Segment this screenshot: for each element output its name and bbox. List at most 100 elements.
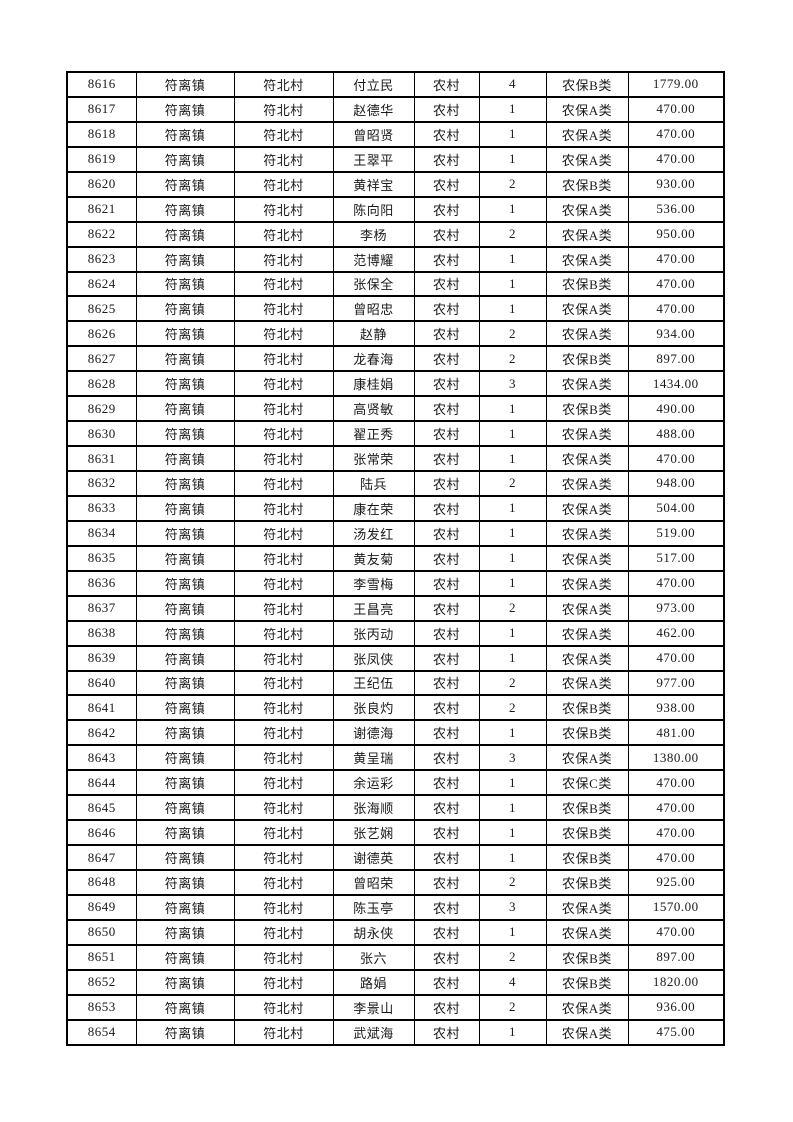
table-row: 8626 符离镇 符北村 赵静 农村 2 农保A类 934.00 — [66, 320, 725, 348]
cell-person-count: 1 — [478, 120, 547, 148]
cell-insurance-category: 农保A类 — [545, 370, 629, 398]
cell-insurance-category: 农保C类 — [545, 769, 629, 797]
cell-town: 符离镇 — [135, 445, 235, 472]
cell-serial-no: 8624 — [66, 270, 137, 298]
cell-serial-no: 8646 — [66, 819, 137, 847]
cell-person-count: 1 — [478, 270, 547, 298]
cell-insurance-category: 农保B类 — [545, 345, 629, 373]
cell-insurance-category: 农保A类 — [545, 195, 629, 223]
cell-village: 符北村 — [233, 694, 334, 722]
cell-amount: 504.00 — [627, 494, 725, 522]
cell-insurance-category: 农保A类 — [545, 320, 629, 348]
cell-person-count: 1 — [478, 619, 547, 647]
cell-insurance-category: 农保A类 — [545, 120, 629, 148]
cell-person-count: 1 — [478, 145, 547, 173]
cell-village: 符北村 — [233, 993, 334, 1021]
cell-residence-type: 农村 — [413, 220, 480, 248]
cell-village: 符北村 — [233, 345, 334, 373]
cell-insurance-category: 农保A类 — [545, 744, 629, 772]
cell-town: 符离镇 — [135, 968, 235, 996]
cell-village: 符北村 — [233, 420, 334, 448]
cell-town: 符离镇 — [135, 918, 235, 946]
cell-amount: 938.00 — [627, 694, 725, 722]
cell-person-count: 1 — [478, 494, 547, 522]
cell-town: 符离镇 — [135, 844, 235, 871]
cell-person-name: 赵德华 — [332, 95, 415, 123]
cell-residence-type: 农村 — [413, 544, 480, 572]
cell-serial-no: 8652 — [66, 968, 137, 996]
cell-amount: 1820.00 — [627, 968, 725, 996]
cell-village: 符北村 — [233, 844, 334, 871]
cell-village: 符北村 — [233, 494, 334, 522]
cell-residence-type: 农村 — [413, 470, 480, 497]
cell-village: 符北村 — [233, 245, 334, 273]
cell-serial-no: 8637 — [66, 594, 137, 622]
cell-town: 符离镇 — [135, 320, 235, 348]
cell-town: 符离镇 — [135, 719, 235, 747]
cell-serial-no: 8653 — [66, 993, 137, 1021]
cell-person-count: 2 — [478, 943, 547, 971]
table-row: 8653 符离镇 符北村 李景山 农村 2 农保A类 936.00 — [66, 993, 725, 1021]
cell-serial-no: 8628 — [66, 370, 137, 398]
cell-amount: 948.00 — [627, 470, 725, 497]
table-row: 8640 符离镇 符北村 王纪伍 农村 2 农保A类 977.00 — [66, 669, 725, 697]
table-row: 8638 符离镇 符北村 张丙动 农村 1 农保A类 462.00 — [66, 619, 725, 647]
cell-town: 符离镇 — [135, 220, 235, 248]
cell-serial-no: 8632 — [66, 470, 137, 497]
cell-person-name: 张海顺 — [332, 794, 415, 822]
cell-insurance-category: 农保A类 — [545, 544, 629, 572]
cell-residence-type: 农村 — [413, 295, 480, 323]
cell-amount: 470.00 — [627, 819, 725, 847]
cell-town: 符离镇 — [135, 270, 235, 298]
table-row: 8625 符离镇 符北村 曾昭忠 农村 1 农保A类 470.00 — [66, 295, 725, 323]
cell-village: 符北村 — [233, 769, 334, 797]
cell-person-name: 谢德英 — [332, 844, 415, 871]
cell-serial-no: 8616 — [66, 71, 137, 98]
cell-village: 符北村 — [233, 719, 334, 747]
cell-person-count: 1 — [478, 1018, 547, 1046]
cell-person-count: 1 — [478, 245, 547, 273]
cell-amount: 536.00 — [627, 195, 725, 223]
cell-person-name: 李雪梅 — [332, 569, 415, 597]
cell-town: 符离镇 — [135, 619, 235, 647]
cell-village: 符北村 — [233, 320, 334, 348]
table-row: 8650 符离镇 符北村 胡永侠 农村 1 农保A类 470.00 — [66, 918, 725, 946]
cell-serial-no: 8654 — [66, 1018, 137, 1046]
cell-serial-no: 8629 — [66, 395, 137, 423]
cell-amount: 517.00 — [627, 544, 725, 572]
cell-person-count: 1 — [478, 918, 547, 946]
cell-serial-no: 8619 — [66, 145, 137, 173]
cell-serial-no: 8620 — [66, 170, 137, 198]
cell-person-name: 胡永侠 — [332, 918, 415, 946]
cell-insurance-category: 农保A类 — [545, 669, 629, 697]
cell-insurance-category: 农保A类 — [545, 420, 629, 448]
cell-residence-type: 农村 — [413, 170, 480, 198]
cell-person-name: 王翠平 — [332, 145, 415, 173]
cell-serial-no: 8645 — [66, 794, 137, 822]
table-row: 8639 符离镇 符北村 张凤侠 农村 1 农保A类 470.00 — [66, 644, 725, 672]
table-row: 8651 符离镇 符北村 张六 农村 2 农保B类 897.00 — [66, 943, 725, 971]
cell-amount: 1380.00 — [627, 744, 725, 772]
cell-town: 符离镇 — [135, 245, 235, 273]
cell-insurance-category: 农保A类 — [545, 918, 629, 946]
cell-insurance-category: 农保A类 — [545, 245, 629, 273]
cell-residence-type: 农村 — [413, 893, 480, 921]
cell-village: 符北村 — [233, 794, 334, 822]
cell-residence-type: 农村 — [413, 71, 480, 98]
table-row: 8627 符离镇 符北村 龙春海 农村 2 农保B类 897.00 — [66, 345, 725, 373]
cell-residence-type: 农村 — [413, 345, 480, 373]
table-row: 8644 符离镇 符北村 余运彩 农村 1 农保C类 470.00 — [66, 769, 725, 797]
table-row: 8636 符离镇 符北村 李雪梅 农村 1 农保A类 470.00 — [66, 569, 725, 597]
cell-person-name: 陈向阳 — [332, 195, 415, 223]
cell-serial-no: 8621 — [66, 195, 137, 223]
table-row: 8643 符离镇 符北村 黄呈瑞 农村 3 农保A类 1380.00 — [66, 744, 725, 772]
cell-residence-type: 农村 — [413, 869, 480, 896]
cell-town: 符离镇 — [135, 993, 235, 1021]
cell-town: 符离镇 — [135, 345, 235, 373]
cell-person-count: 2 — [478, 594, 547, 622]
cell-person-name: 翟正秀 — [332, 420, 415, 448]
cell-insurance-category: 农保A类 — [545, 445, 629, 472]
cell-village: 符北村 — [233, 170, 334, 198]
cell-village: 符北村 — [233, 395, 334, 423]
